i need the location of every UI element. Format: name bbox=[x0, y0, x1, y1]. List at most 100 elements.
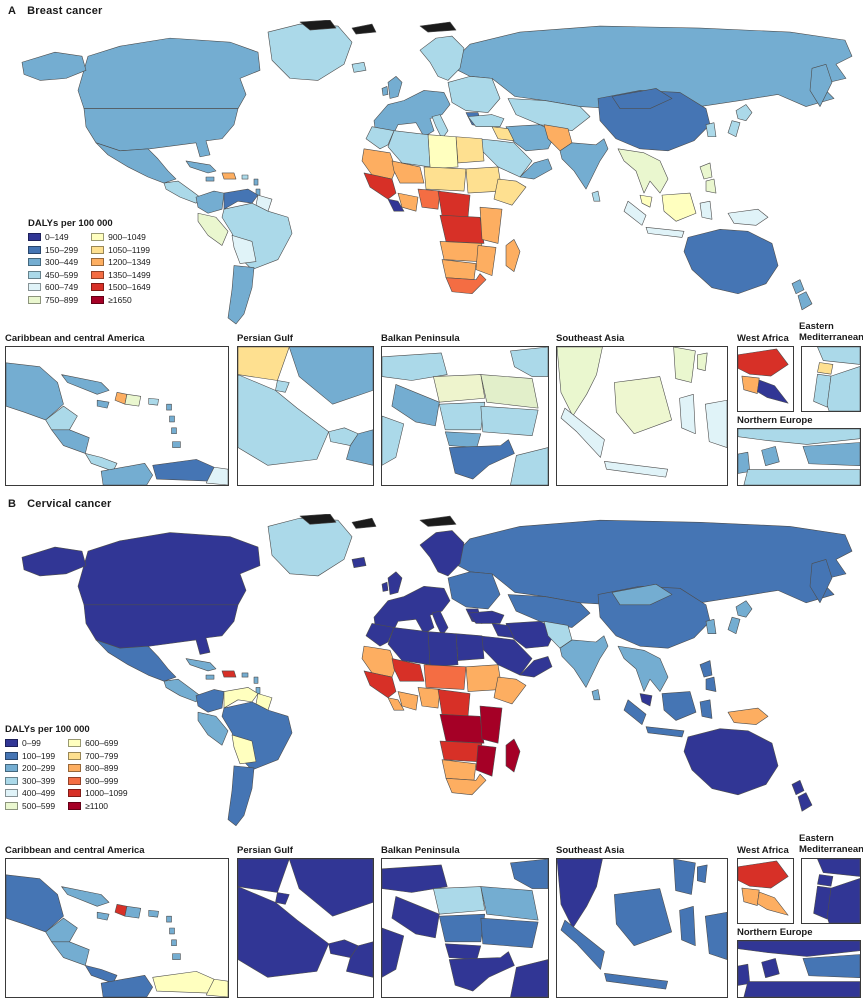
region-iraq bbox=[238, 859, 290, 893]
region-arctic_islands bbox=[419, 21, 457, 33]
legend-item: 300–449 bbox=[28, 257, 78, 267]
region-costa_panama bbox=[84, 453, 118, 472]
inset-map-eastern-mediterranean-a bbox=[801, 346, 861, 412]
inset-label-southeast-asia-b: Southeast Asia bbox=[556, 845, 625, 856]
region-sumatra bbox=[560, 919, 605, 970]
legend-label: 900–1049 bbox=[108, 232, 146, 242]
region-argentina_chile bbox=[227, 265, 255, 325]
inset-label-caribbean-a: Caribbean and central America bbox=[5, 333, 145, 344]
inset-label-southeast-asia-a: Southeast Asia bbox=[556, 333, 625, 344]
region-india bbox=[559, 138, 609, 190]
region-ethiopia_horn bbox=[493, 676, 527, 705]
region-java bbox=[645, 227, 685, 238]
region-canada bbox=[77, 532, 261, 606]
region-malaysia_pen bbox=[639, 194, 653, 208]
region-lesser_antilles bbox=[255, 687, 261, 694]
legend-item: 1000–1099 bbox=[68, 788, 128, 798]
region-serbia bbox=[439, 401, 486, 431]
region-philippines bbox=[705, 178, 717, 194]
legend-item: ≥1100 bbox=[68, 801, 128, 811]
region-philippines bbox=[699, 660, 713, 678]
inset-label-persian-gulf-a: Persian Gulf bbox=[237, 333, 293, 344]
region-south_africa bbox=[445, 773, 487, 796]
region-bulgaria bbox=[480, 917, 539, 949]
legend-label: 1350–1499 bbox=[108, 269, 151, 280]
inset-map-balkan-b bbox=[381, 858, 549, 998]
region-drc bbox=[439, 713, 485, 744]
region-lesser_antilles bbox=[253, 676, 259, 684]
region-russia bbox=[451, 25, 853, 113]
region-central_america bbox=[163, 180, 201, 204]
region-libya bbox=[427, 134, 459, 170]
legend-item: 900–999 bbox=[68, 776, 128, 786]
inset-map-southeast-asia-a bbox=[556, 346, 728, 486]
northern-europe-inset-svg-b bbox=[738, 941, 860, 997]
region-cuba bbox=[185, 658, 217, 672]
region-greenland bbox=[267, 23, 353, 81]
legend-item: 0–99 bbox=[5, 738, 55, 748]
region-india bbox=[559, 635, 609, 688]
region-papua bbox=[727, 208, 769, 226]
region-new_zealand bbox=[797, 792, 813, 812]
region-lesser_antilles bbox=[253, 178, 259, 186]
region-saudi bbox=[238, 886, 329, 978]
legend-swatch bbox=[91, 283, 105, 291]
legend-label: 0–149 bbox=[45, 232, 69, 242]
region-romania bbox=[480, 886, 539, 921]
region-algeria bbox=[387, 627, 431, 666]
panel-a-letter: A bbox=[8, 5, 17, 17]
region-java bbox=[604, 461, 668, 478]
region-liberia bbox=[757, 891, 789, 916]
region-russia bbox=[451, 519, 853, 610]
panel-a-title-text: Breast cancer bbox=[27, 5, 103, 17]
region-new_zealand bbox=[791, 780, 805, 796]
legend-swatch bbox=[28, 258, 41, 266]
region-peru bbox=[197, 711, 229, 746]
legend-swatch bbox=[68, 801, 82, 810]
region-lesser_antilles bbox=[255, 188, 261, 196]
region-borneo bbox=[661, 691, 697, 721]
legend-column-1: 0–149 150–299 300–449 450–599 600–749 750–899 bbox=[28, 232, 78, 307]
eastern-mediterranean-inset-svg-b bbox=[813, 859, 860, 923]
region-mongolia bbox=[611, 583, 673, 606]
region-bolivia_paraguay bbox=[231, 235, 257, 264]
region-colombia bbox=[195, 689, 225, 713]
legend-item: 600–749 bbox=[28, 282, 78, 292]
region-philippines bbox=[697, 352, 708, 371]
legend-title: DALYs per 100 000 bbox=[5, 724, 90, 735]
region-moldova_ukraine bbox=[510, 859, 548, 889]
region-croatia_bosnia bbox=[391, 384, 440, 427]
legend-columns: 0–149 150–299 300–449 450–599 600–749 750–899… bbox=[28, 232, 151, 307]
region-sumatra bbox=[623, 200, 647, 226]
region-italy bbox=[431, 114, 449, 140]
legend-label: 800–899 bbox=[85, 763, 119, 773]
region-greece bbox=[448, 439, 515, 480]
inset-label-northern-europe-a: Northern Europe bbox=[737, 415, 813, 426]
legend-label: 700–799 bbox=[85, 750, 119, 761]
legend-item: 0–149 bbox=[28, 232, 78, 242]
region-mongolia bbox=[611, 88, 673, 109]
region-jamaica bbox=[96, 911, 110, 921]
region-egypt bbox=[455, 633, 485, 661]
legend-label: 750–899 bbox=[45, 294, 79, 305]
region-liberia bbox=[387, 198, 405, 212]
region-russia bbox=[809, 559, 833, 604]
region-baltic bbox=[802, 442, 860, 466]
region-jamaica bbox=[96, 399, 110, 409]
region-oman bbox=[346, 429, 373, 466]
region-borneo bbox=[614, 376, 672, 435]
legend-label: 450–599 bbox=[45, 269, 79, 280]
region-colombia bbox=[195, 190, 225, 214]
region-scandinavia bbox=[419, 530, 465, 577]
region-madagascar bbox=[505, 738, 521, 773]
region-dominican bbox=[124, 394, 142, 407]
region-mozambique bbox=[475, 245, 497, 276]
region-sri_lanka bbox=[591, 190, 601, 202]
region-jordan bbox=[826, 366, 860, 411]
region-mexico bbox=[6, 874, 64, 933]
region-hispaniola bbox=[221, 172, 237, 180]
legend-swatch bbox=[28, 233, 41, 241]
region-iceland bbox=[351, 557, 367, 568]
region-arctic_islands bbox=[351, 23, 377, 35]
region-cameroon bbox=[437, 190, 471, 218]
